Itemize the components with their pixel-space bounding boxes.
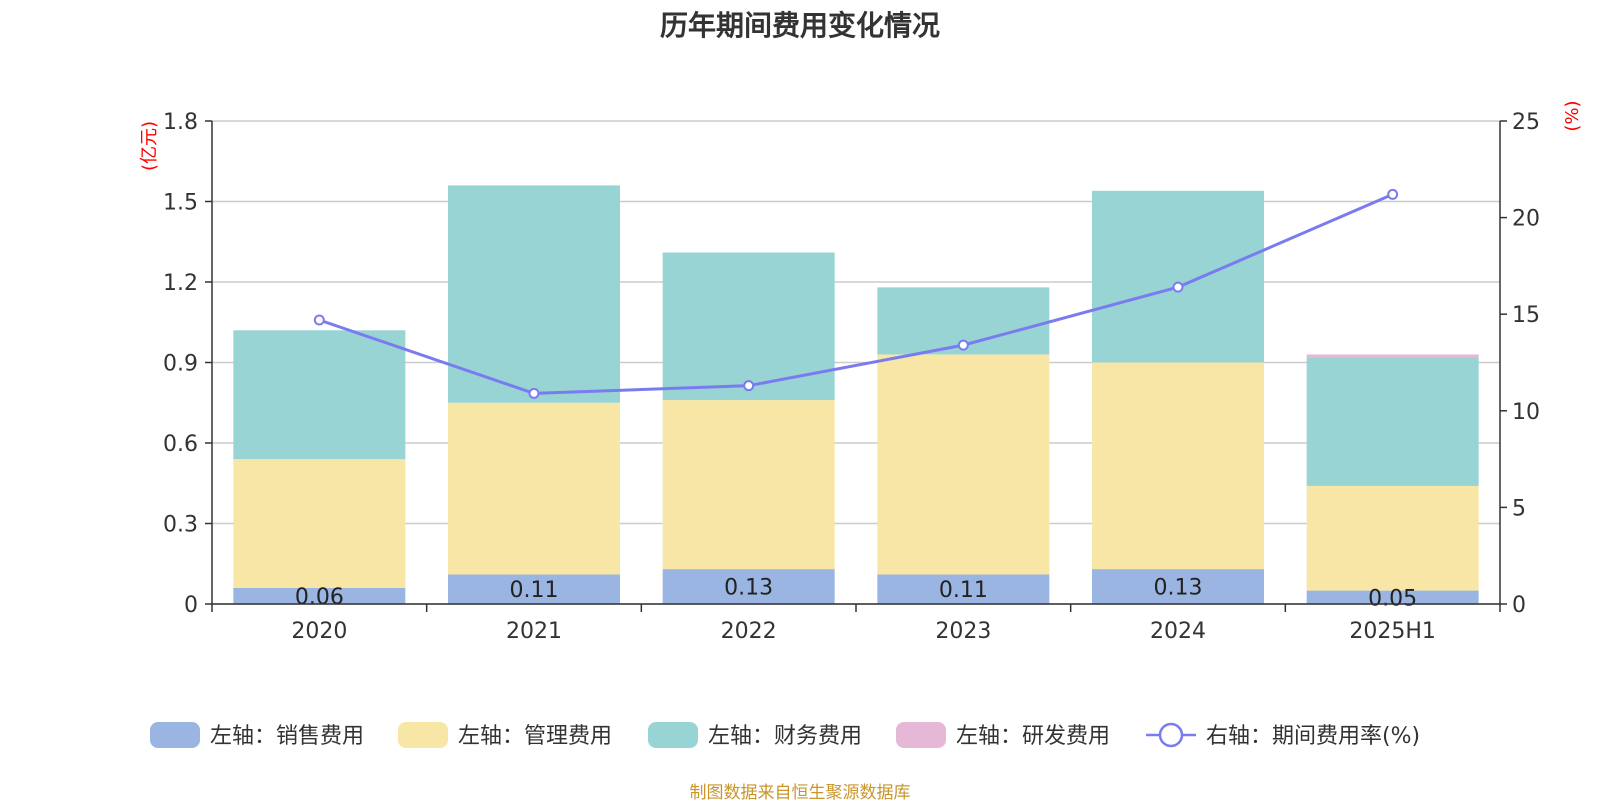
left-axis-tick-label: 1.2 (163, 271, 198, 296)
bar-segment (1306, 354, 1479, 358)
rate-point (957, 339, 969, 351)
right-axis-tick-label: 5 (1512, 496, 1526, 521)
x-axis-tick-label: 2022 (721, 619, 777, 644)
rate-line (318, 193, 1394, 395)
legend-swatch (648, 722, 698, 748)
x-axis-tick-label: 2021 (506, 619, 562, 644)
data-label: 0.11 (939, 578, 988, 603)
bar-segment (1092, 190, 1264, 363)
legend-label: 左轴：管理费用 (458, 724, 612, 749)
legend-label: 左轴：销售费用 (210, 724, 364, 749)
bar-segment (1092, 569, 1264, 604)
bar-segment (662, 569, 835, 604)
left-axis-tick-label: 0.9 (163, 352, 198, 377)
right-axis-unit: (%) (1562, 100, 1583, 131)
right-axis-tick-label: 20 (1512, 207, 1540, 232)
data-label: 0.05 (1368, 586, 1417, 611)
x-axis-tick-label: 2024 (1150, 619, 1206, 644)
legend-label: 左轴：研发费用 (956, 724, 1110, 749)
bar-segment (877, 574, 1050, 604)
rate-point (1387, 188, 1399, 200)
x-axis-tick-label: 2025H1 (1349, 619, 1436, 644)
rate-point (1172, 281, 1184, 293)
legend-swatch (1158, 722, 1184, 748)
bar-segment (448, 402, 620, 575)
data-label: 0.13 (1154, 576, 1203, 601)
legend-swatch (398, 722, 448, 748)
left-axis-tick-label: 1.8 (163, 110, 198, 135)
bar-segment (1306, 590, 1479, 604)
bar-segment (1306, 485, 1479, 591)
rate-point (743, 380, 755, 392)
bar-segment (662, 400, 835, 570)
legend-label: 左轴：财务费用 (708, 724, 862, 749)
bar-segment (233, 330, 406, 460)
data-label: 0.11 (510, 578, 559, 603)
right-axis-tick-label: 15 (1512, 303, 1540, 328)
chart-title: 历年期间费用变化情况 (659, 9, 940, 42)
bar-segment (233, 459, 406, 588)
right-axis-tick-label: 0 (1512, 593, 1526, 618)
data-label: 0.06 (295, 585, 344, 610)
left-axis-tick-label: 1.5 (163, 191, 198, 216)
left-axis-tick-label: 0.3 (163, 513, 198, 538)
left-axis-tick-label: 0 (184, 593, 198, 618)
source-note: 制图数据来自恒生聚源数据库 (689, 783, 911, 803)
data-label: 0.13 (724, 576, 773, 601)
right-axis-tick-label: 25 (1512, 110, 1540, 135)
rate-point (313, 314, 325, 326)
bar-segment (448, 574, 620, 604)
legend-swatch (150, 722, 200, 748)
left-axis-unit: (亿元) (139, 121, 160, 171)
bar-segment (662, 252, 835, 401)
bar-segment (877, 354, 1050, 575)
legend-label: 右轴：期间费用率(%) (1206, 724, 1420, 749)
bar-segment (1306, 357, 1479, 486)
rate-point (528, 387, 540, 399)
x-axis-tick-label: 2023 (935, 619, 991, 644)
x-axis-tick-label: 2020 (291, 619, 347, 644)
right-axis-tick-label: 10 (1512, 400, 1540, 425)
left-axis-tick-label: 0.6 (163, 432, 198, 457)
bar-segment (1092, 362, 1264, 570)
legend-swatch (896, 722, 946, 748)
bar-segment (448, 185, 620, 403)
bar-segment (233, 587, 406, 604)
